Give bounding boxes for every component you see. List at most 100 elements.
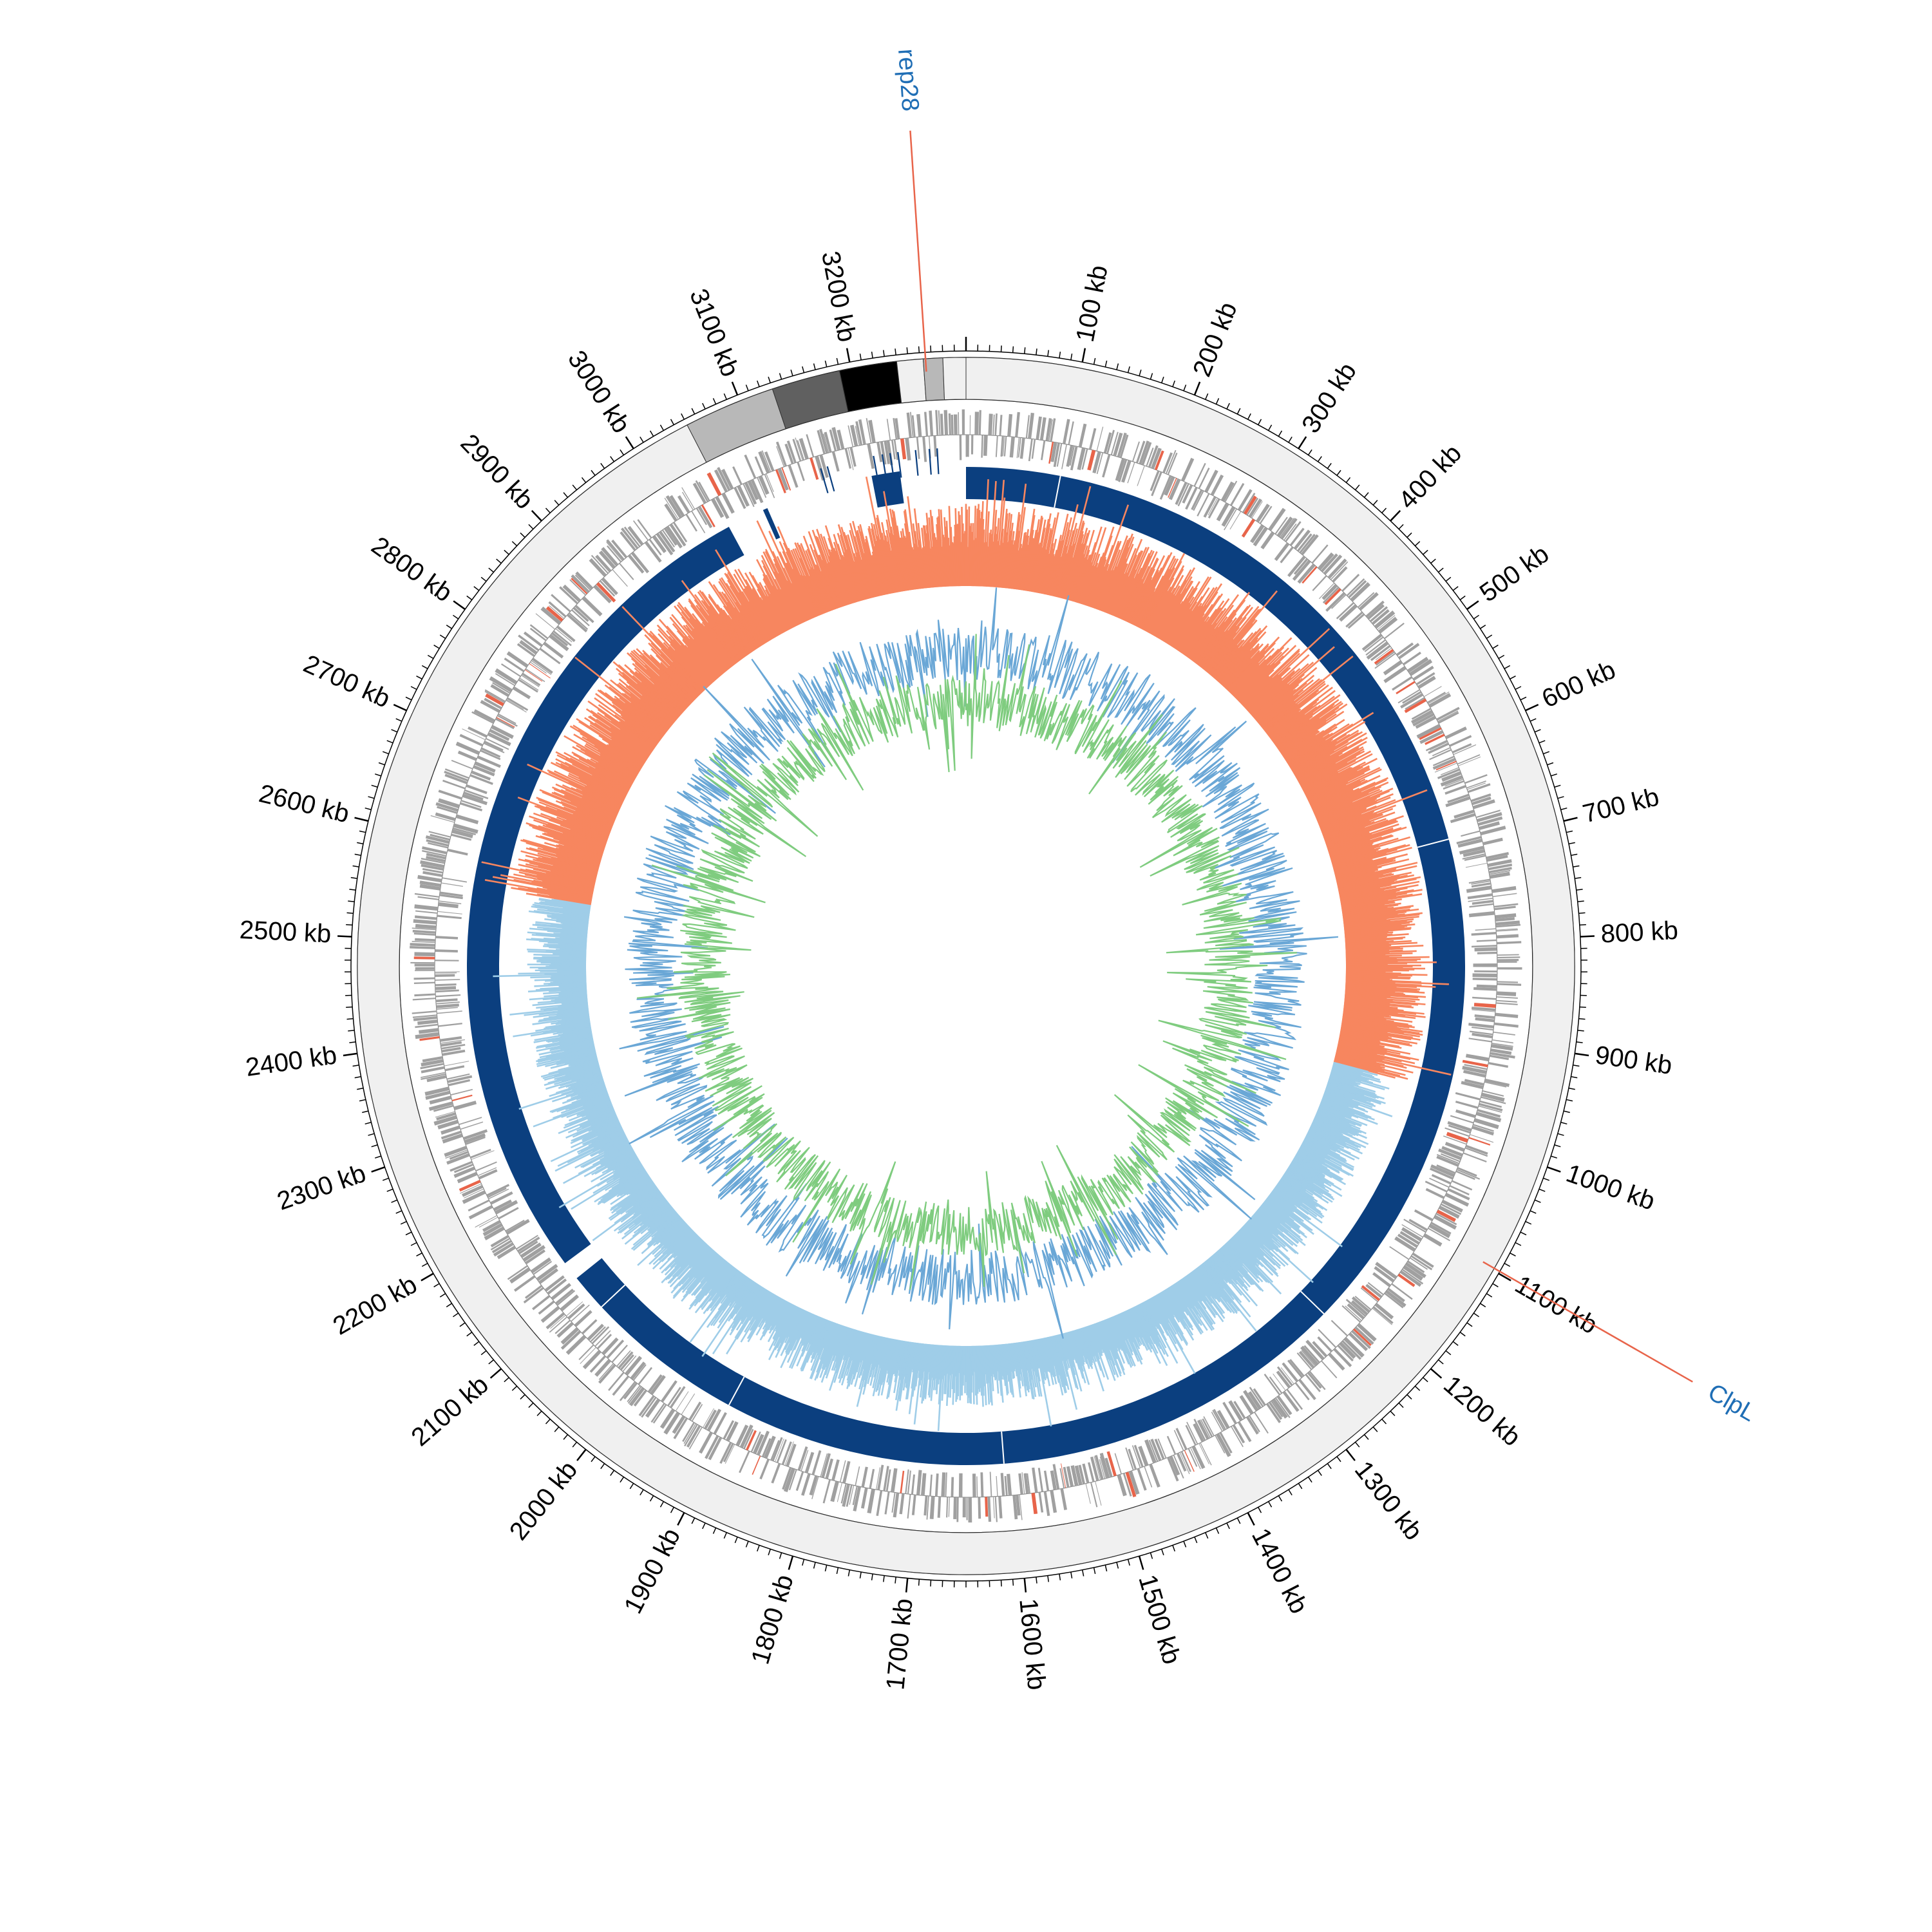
- gene-feature: [619, 563, 634, 580]
- gc-skew-bar: [842, 1328, 854, 1361]
- gene-feature: [1441, 1146, 1463, 1157]
- gc-skew-bar: [1130, 555, 1166, 625]
- gc-skew-bar: [1284, 1171, 1314, 1192]
- gene-feature: [1328, 1352, 1345, 1371]
- gene-feature: [427, 842, 448, 849]
- gene-feature: [1220, 481, 1235, 502]
- gc-skew-bar: [815, 1323, 838, 1379]
- gene-feature: [703, 1408, 714, 1428]
- gc-skew-bar: [1318, 1108, 1362, 1127]
- gc-skew-bar: [1167, 1287, 1193, 1328]
- gc-skew-bar: [1040, 1338, 1049, 1372]
- gene-feature: [1193, 462, 1206, 487]
- gc-skew-bar: [1330, 844, 1373, 859]
- gc-skew-bar: [933, 1345, 938, 1381]
- gc-skew-bar: [941, 1345, 946, 1401]
- minor-tick: [504, 549, 509, 555]
- gc-skew-bar: [1150, 1298, 1177, 1345]
- annotation-leader-clpl: [1482, 1261, 1693, 1383]
- gc-skew-bar: [1139, 1303, 1169, 1358]
- gc-skew-bar: [1133, 1306, 1159, 1354]
- minor-tick: [357, 842, 364, 845]
- gc-skew-bar: [1067, 1331, 1078, 1363]
- gc-skew-bar: [1002, 1344, 1009, 1394]
- gene-feature: [439, 894, 463, 900]
- minor-tick: [779, 1552, 782, 1559]
- gc-skew-bar: [943, 1345, 947, 1376]
- gene-feature: [612, 569, 628, 587]
- gc-skew-bar: [1028, 1340, 1041, 1397]
- gene-feature: [664, 497, 679, 520]
- gc-skew-bar: [1123, 1311, 1141, 1347]
- gc-skew-bar: [1146, 586, 1172, 632]
- gene-feature: [663, 1412, 681, 1435]
- gene-feature: [1497, 967, 1522, 970]
- gc-skew-bar: [1281, 729, 1318, 755]
- gene-feature: [1318, 552, 1334, 571]
- gc-skew-bar: [793, 1312, 812, 1350]
- gc-skew-bar: [1173, 1283, 1200, 1325]
- gene-feature: [664, 503, 677, 522]
- gene-feature: [495, 1200, 518, 1215]
- gene-feature: [1181, 457, 1195, 482]
- tick-label: 3000 kb: [562, 346, 636, 439]
- gene-feature: [506, 697, 529, 711]
- gene-feature: [435, 974, 455, 977]
- gc-skew-bar: [997, 529, 1004, 588]
- gc-skew-bar: [1170, 1285, 1201, 1331]
- gene-feature: [1128, 1470, 1140, 1495]
- gc-skew-bar: [1233, 637, 1293, 697]
- gene-feature: [876, 1490, 883, 1517]
- gc-skew-bar: [1032, 527, 1046, 592]
- gc-skew-bar: [1193, 616, 1228, 663]
- gc-skew-bar: [1074, 559, 1088, 603]
- gc-skew-bar: [1327, 833, 1372, 849]
- gc-skew-bar: [1195, 1268, 1221, 1302]
- minor-tick: [1438, 1359, 1444, 1365]
- gene-feature: [444, 770, 469, 782]
- gc-skew-bar: [1060, 486, 1092, 599]
- gene-feature: [428, 1101, 453, 1112]
- gc-skew-bar: [1325, 1086, 1367, 1103]
- tick-label: 1400 kb: [1246, 1524, 1313, 1618]
- gc-skew-bar: [1167, 608, 1191, 645]
- gc-skew-bar: [1012, 484, 1027, 589]
- gene-feature: [444, 1065, 465, 1072]
- gene-feature: [886, 419, 891, 440]
- gene-feature: [770, 1440, 780, 1461]
- gc-skew-bar: [843, 1328, 853, 1356]
- gc-skew-bar: [1012, 1343, 1021, 1398]
- gene-feature: [1372, 1272, 1391, 1287]
- gc-skew-bar: [1175, 586, 1218, 650]
- gc-skew-bar: [880, 1338, 892, 1385]
- gc-skew-bar: [1253, 678, 1301, 719]
- major-tick: [1345, 1448, 1356, 1461]
- gene-feature: [1269, 1376, 1283, 1394]
- gene-feature: [849, 447, 857, 467]
- minor-tick: [359, 830, 366, 833]
- gene-feature: [452, 827, 477, 835]
- gene-feature: [438, 798, 460, 809]
- gc-skew-bar: [1087, 535, 1113, 607]
- gene-feature: [719, 1442, 732, 1464]
- gene-feature: [638, 1367, 653, 1385]
- gc-skew-bar: [1171, 605, 1199, 648]
- gc-skew-bar: [1282, 1175, 1307, 1193]
- gc-skew-bar: [825, 1325, 845, 1379]
- minor-tick: [1226, 1522, 1230, 1530]
- gc-skew-bar: [1265, 1198, 1294, 1222]
- gene-feature: [980, 1472, 984, 1497]
- gc-skew-bar: [1343, 912, 1423, 923]
- gc-skew-bar: [825, 1324, 842, 1368]
- gc-skew-bar: [1027, 532, 1039, 592]
- gc-skew-bar: [1298, 1148, 1340, 1173]
- gene-feature: [420, 1063, 444, 1070]
- gene-feature: [1464, 1147, 1488, 1157]
- gc-skew-bar: [1115, 1314, 1133, 1352]
- gene-feature: [786, 1443, 797, 1467]
- gene-feature: [519, 677, 539, 691]
- gc-skew-bar: [1054, 504, 1079, 597]
- gene-feature: [412, 1014, 437, 1018]
- gc-skew-bar: [1198, 1265, 1227, 1303]
- gc-skew-bar: [1184, 600, 1225, 656]
